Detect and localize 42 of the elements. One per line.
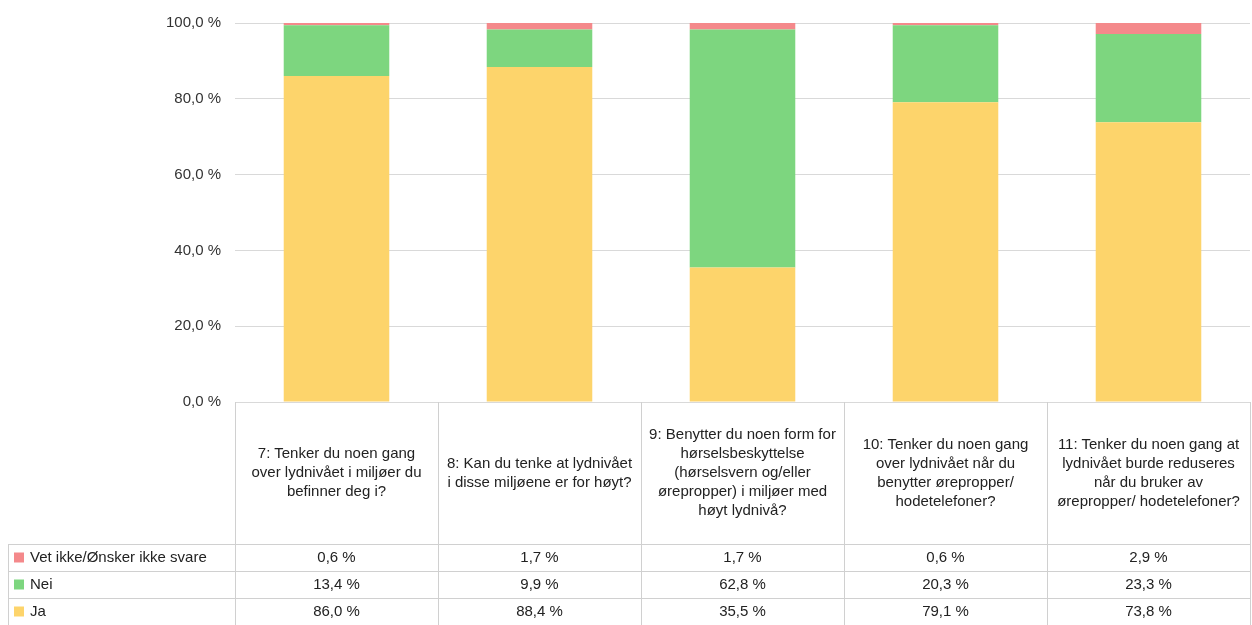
data-label: 62,8 % [719, 574, 766, 592]
data-label: 9,9 % [520, 574, 559, 592]
data-label: 73,8 % [1125, 601, 1172, 619]
data-label: 1,7 % [723, 547, 762, 565]
y-tick-label: 80,0 % [174, 88, 221, 106]
bar [689, 23, 796, 30]
legend-label: Ja [30, 601, 47, 619]
x-tick-label: 9: Benytter du noen form for hørselsbeskyttelse (hørselsvern og/eller ørepropper) i miljøer med høyt lydnivå? [649, 425, 836, 519]
y-tick-label: 100,0 % [165, 13, 221, 31]
bar [1095, 23, 1202, 34]
bar [486, 23, 593, 30]
y-tick-label: 40,0 % [174, 240, 221, 258]
bar [689, 267, 796, 402]
bar [486, 29, 593, 67]
bar [892, 102, 999, 402]
data-label: 13,4 % [313, 574, 360, 592]
data-label: 2,9 % [1129, 547, 1168, 565]
bar [1095, 122, 1202, 402]
x-tick-label: 11: Tenker du noen gang at lydnivået burde reduseres når du bruker av ørepropper/ hodetelefoner? [1057, 434, 1240, 509]
data-label: 79,1 % [922, 601, 969, 619]
data-label: 0,6 % [926, 547, 965, 565]
y-tick-label: 0,0 % [182, 392, 221, 410]
bar [486, 66, 593, 402]
bar [283, 25, 390, 77]
data-label: 86,0 % [313, 601, 360, 619]
data-label: 1,7 % [520, 547, 559, 565]
y-tick-label: 60,0 % [174, 164, 221, 182]
legend-label: Vet ikke/Ønsker ikke svare [30, 547, 207, 565]
x-tick-label: 10: Tenker du noen gang over lydnivået når du benytter ørepropper/ hodetelefoner? [862, 434, 1029, 509]
legend-label: Nei [30, 574, 53, 592]
x-tick-label: 8: Kan du tenke at lydnivået i disse miljøene er for høyt? [446, 453, 633, 490]
bar [689, 29, 796, 268]
data-label: 35,5 % [719, 601, 766, 619]
data-label: 20,3 % [922, 574, 969, 592]
data-label: 88,4 % [516, 601, 563, 619]
bar [1095, 33, 1202, 123]
bar [892, 25, 999, 103]
data-label: 0,6 % [317, 547, 356, 565]
data-label: 23,3 % [1125, 574, 1172, 592]
x-tick-label: 7: Tenker du noen gang over lydnivået i miljøer du befinner deg i? [251, 444, 422, 500]
bar [283, 76, 390, 402]
y-tick-label: 20,0 % [174, 316, 221, 334]
